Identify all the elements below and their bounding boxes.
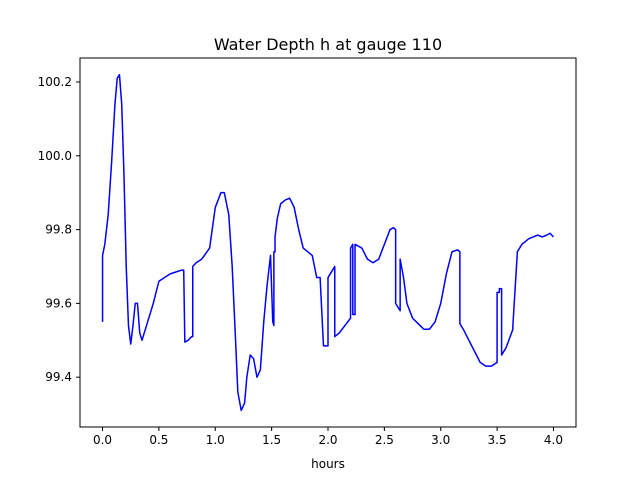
x-tick-label: 3.0 — [431, 433, 450, 447]
x-tick-label: 1.5 — [262, 433, 281, 447]
series-line-0 — [101, 73, 555, 412]
y-tick-label: 99.8 — [45, 223, 72, 237]
x-tick-label: 0.0 — [93, 433, 112, 447]
x-tick-label: 1.0 — [206, 433, 225, 447]
y-tick-label: 99.6 — [45, 296, 72, 310]
x-tick-label: 4.0 — [544, 433, 563, 447]
x-tick-label: 2.5 — [375, 433, 394, 447]
chart-title: Water Depth h at gauge 110 — [214, 35, 442, 54]
y-tick-label: 99.4 — [45, 370, 72, 384]
x-axis-label: hours — [311, 457, 345, 471]
y-tick-label: 100.2 — [38, 75, 72, 89]
x-tick-label: 3.5 — [488, 433, 507, 447]
axis-ticks: 0.0 0.5 1.0 1.5 2.0 2.5 3.0 3.5 4.0 99.4 99.6 99.8 1… — [38, 75, 563, 447]
x-tick-label: 0.5 — [149, 433, 168, 447]
axes-frame — [79, 57, 577, 428]
y-tick-label: 100.0 — [38, 149, 72, 163]
plot-area — [101, 73, 555, 412]
x-tick-label: 2.0 — [318, 433, 337, 447]
